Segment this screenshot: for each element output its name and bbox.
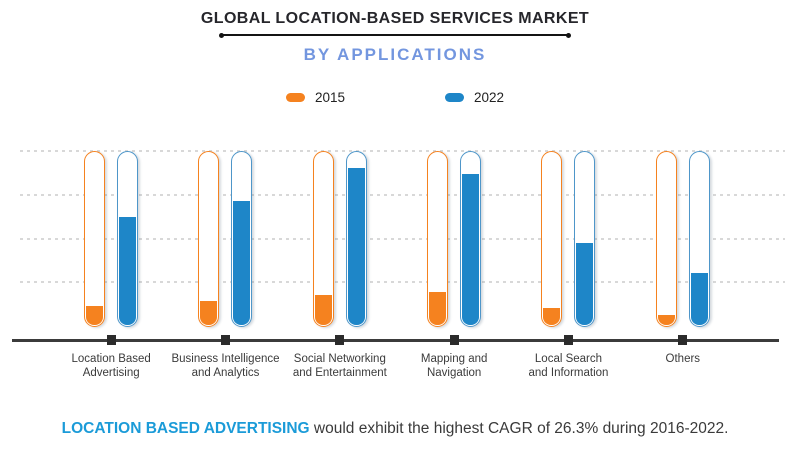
bar-group-3 — [283, 150, 397, 327]
grid-line — [20, 281, 785, 284]
legend-marker-2022 — [445, 93, 464, 102]
bar-fill-2022 — [347, 168, 365, 325]
bar-group-5 — [511, 150, 625, 327]
chart-title: GLOBAL LOCATION-BASED SERVICES MARKET — [200, 10, 590, 27]
gridlines — [20, 150, 785, 327]
bar-fill-2015 — [314, 295, 332, 325]
plot-area — [54, 150, 740, 327]
marker-col — [54, 335, 168, 345]
grid-line — [20, 237, 785, 240]
capsule-2015-5 — [541, 151, 563, 327]
bar-fill-2022 — [690, 272, 708, 325]
axis-marker-1 — [106, 335, 116, 345]
capsule-2015-4 — [427, 151, 449, 327]
bar-fill-2022 — [233, 201, 251, 325]
capsule-2022-1 — [117, 151, 139, 327]
category-label-line: Location Based — [71, 353, 151, 365]
legend-label: 2015 — [314, 90, 345, 105]
chart-subtitle: BY APPLICATIONS — [303, 45, 487, 64]
legend-item-2022: 2022 — [445, 90, 504, 105]
category-label-line: and Analytics — [191, 367, 260, 379]
capsule-2022-6 — [688, 151, 710, 327]
capsule-2022-4 — [460, 151, 482, 327]
category-label-line: Social Networking — [293, 353, 386, 365]
grid-line — [20, 150, 785, 152]
axis-marker-3 — [335, 335, 345, 345]
category-label-line: and Information — [528, 367, 609, 379]
footer-text: would exhibit the highest CAGR of 26.3% … — [309, 420, 729, 437]
marker-col — [511, 335, 625, 345]
marker-col — [397, 335, 511, 345]
capsule-2015-2 — [198, 151, 220, 327]
footer-note: LOCATION BASED ADVERTISING would exhibit… — [0, 420, 790, 438]
legend: 2015 2022 — [0, 90, 790, 105]
category-label-line: Mapping and — [420, 353, 488, 365]
category-label-6: Others — [626, 352, 740, 380]
marker-col — [168, 335, 282, 345]
footer-highlight: LOCATION BASED ADVERTISING — [61, 420, 310, 437]
bar-fill-2022 — [576, 243, 594, 325]
bar-group-6 — [626, 150, 740, 327]
axis-marker-6 — [678, 335, 688, 345]
legend-marker-2015 — [285, 93, 305, 102]
category-label-4: Mapping and Navigation — [397, 352, 511, 380]
capsule-2022-5 — [574, 151, 596, 327]
category-label-line: Advertising — [82, 367, 140, 379]
bar-group-1 — [54, 150, 168, 327]
capsule-2015-3 — [312, 151, 334, 327]
category-label-3: Social Networking and Entertainment — [283, 352, 397, 380]
x-axis-line — [12, 339, 779, 342]
bar-fill-2015 — [429, 291, 447, 325]
x-axis-markers — [54, 335, 740, 345]
axis-marker-4 — [449, 335, 459, 345]
category-labels: Location Based Advertising Business Intell… — [54, 352, 740, 380]
title-underline — [219, 32, 571, 38]
category-label-line: Others — [665, 353, 701, 365]
underline-left-dot — [219, 32, 224, 38]
category-label-2: Business Intelligence and Analytics — [168, 352, 282, 380]
category-label-1: Location Based Advertising — [54, 352, 168, 380]
capsule-2022-2 — [231, 151, 253, 327]
underline-right-dot — [566, 32, 571, 38]
capsule-2015-6 — [655, 151, 677, 327]
legend-item-2015: 2015 — [285, 90, 345, 105]
legend-label: 2022 — [474, 90, 505, 105]
axis-marker-2 — [220, 335, 230, 345]
bar-fill-2015 — [543, 307, 561, 325]
marker-col — [283, 335, 397, 345]
bar-fill-2022 — [462, 173, 480, 325]
bar-fill-2022 — [119, 217, 137, 325]
marker-col — [626, 335, 740, 345]
category-label-line: Local Search — [534, 353, 603, 365]
bar-group-2 — [168, 150, 282, 327]
bar-group-4 — [397, 150, 511, 327]
axis-marker-5 — [563, 335, 573, 345]
category-label-5: Local Search and Information — [511, 352, 625, 380]
capsule-2015-1 — [84, 151, 106, 327]
grid-line — [20, 193, 785, 196]
bar-fill-2015 — [200, 300, 218, 325]
category-label-line: Navigation — [426, 367, 482, 379]
capsule-2022-3 — [345, 151, 367, 327]
bar-fill-2015 — [86, 305, 104, 325]
category-label-line: and Entertainment — [292, 367, 387, 379]
category-label-line: Business Intelligence — [171, 353, 280, 365]
bar-fill-2015 — [657, 314, 675, 325]
